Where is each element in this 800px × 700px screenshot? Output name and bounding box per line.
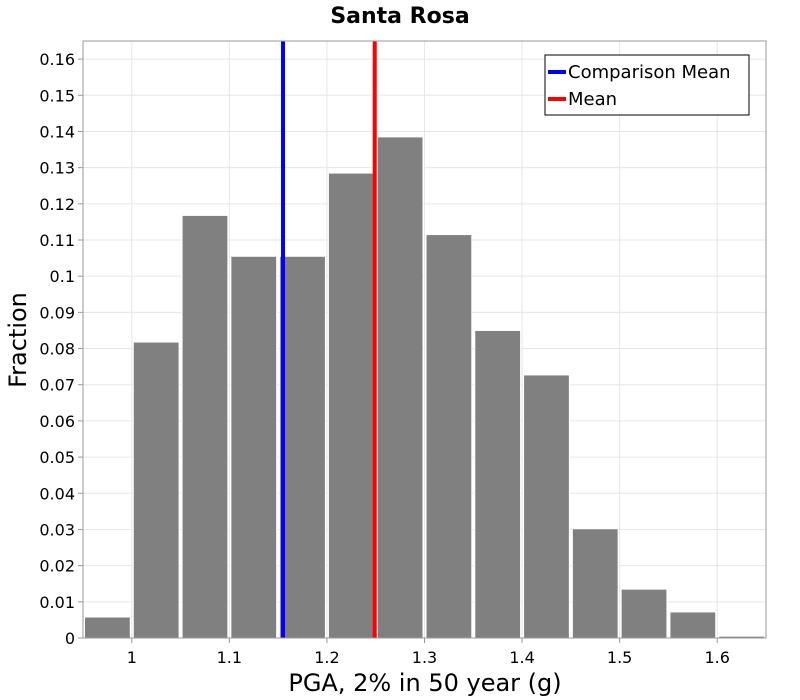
y-tick-label: 0.03: [39, 520, 75, 539]
x-tick-label: 1.3: [412, 648, 437, 667]
histogram-bar: [620, 588, 668, 639]
x-tick-label: 1.1: [217, 648, 242, 667]
histogram-bar: [376, 136, 424, 639]
histogram-bar: [425, 234, 473, 639]
y-tick-label: 0.15: [39, 86, 75, 105]
histogram-bar: [132, 341, 180, 639]
mean-lines-layer: [281, 41, 377, 638]
histogram-bar: [84, 616, 131, 639]
y-tick-label: 0.04: [39, 484, 75, 503]
y-tick-label: 0.16: [39, 50, 75, 69]
x-tick-label: 1.5: [607, 648, 632, 667]
y-axis-label: Fraction: [4, 292, 32, 388]
chart-title: Santa Rosa: [330, 4, 469, 29]
histogram-bar: [279, 255, 326, 639]
y-tick-label: 0.01: [39, 593, 75, 612]
y-tick-label: 0.12: [39, 195, 75, 214]
y-tick-label: 0.06: [39, 412, 75, 431]
histogram-bar: [523, 374, 570, 639]
legend-label-comparison-mean: Comparison Mean: [568, 62, 731, 83]
histogram-bar: [669, 611, 717, 639]
histogram-bar: [474, 329, 522, 639]
y-tick-label: 0.02: [39, 557, 75, 576]
x-tick-label: 1.4: [509, 648, 534, 667]
bars-layer: [84, 136, 766, 639]
x-axis-label: PGA, 2% in 50 year (g): [288, 669, 561, 697]
histogram-bar: [230, 255, 278, 639]
y-tick-label: 0.08: [39, 340, 75, 359]
y-tick-label: 0: [65, 629, 75, 648]
histogram-bar: [181, 214, 229, 639]
y-tick-label: 0.13: [39, 159, 75, 178]
y-tick-label: 0.09: [39, 303, 75, 322]
y-tick-label: 0.05: [39, 448, 75, 467]
y-tick-label: 0.11: [39, 231, 75, 250]
x-axis-ticks: 1 1.1 1.2 1.3 1.4 1.5 1.6: [127, 638, 730, 667]
x-tick-label: 1: [127, 648, 137, 667]
x-tick-label: 1.6: [704, 648, 729, 667]
legend-label-mean: Mean: [568, 89, 617, 110]
y-tick-label: 0.07: [39, 376, 75, 395]
legend-box: [544, 54, 750, 116]
histogram-bar: [327, 172, 375, 639]
y-tick-label: 0.1: [50, 267, 75, 286]
histogram-bar: [571, 528, 619, 639]
y-tick-label: 0.14: [39, 122, 75, 141]
legend: Comparison Mean Mean: [544, 54, 750, 116]
y-axis-ticks: 0 0.01 0.02 0.03 0.04 0.05 0.06 0.07 0.08 0.09 0.1…: [39, 50, 83, 648]
x-tick-label: 1.2: [314, 648, 339, 667]
